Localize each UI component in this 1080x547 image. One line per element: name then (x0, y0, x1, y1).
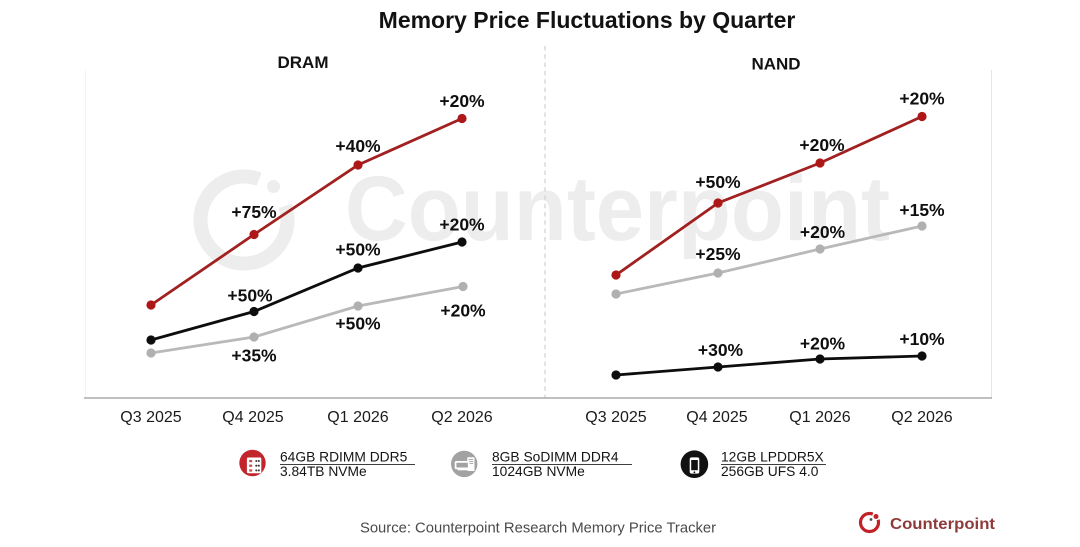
svg-text:+40%: +40% (335, 136, 381, 156)
svg-text:Source: Counterpoint Research: Source: Counterpoint Research Memory Pri… (360, 521, 716, 537)
svg-text:+20%: +20% (439, 91, 485, 111)
svg-text:+15%: +15% (899, 200, 945, 220)
svg-text:+10%: +10% (899, 329, 945, 349)
svg-text:Q3 2025: Q3 2025 (585, 409, 646, 426)
svg-text:1024GB NVMe: 1024GB NVMe (492, 464, 585, 479)
svg-text:Q1 2026: Q1 2026 (327, 409, 388, 426)
svg-text:Q4 2025: Q4 2025 (222, 409, 283, 426)
svg-text:3.84TB NVMe: 3.84TB NVMe (280, 464, 367, 479)
svg-text:+50%: +50% (335, 314, 381, 334)
svg-text:+20%: +20% (440, 301, 486, 321)
svg-text:+25%: +25% (695, 244, 741, 264)
svg-text:Counterpoint: Counterpoint (345, 158, 890, 260)
svg-text:DRAM: DRAM (278, 53, 329, 72)
svg-text:+30%: +30% (698, 340, 744, 360)
svg-text:Memory Price Fluctuations by Q: Memory Price Fluctuations by Quarter (379, 7, 796, 33)
svg-text:256GB UFS 4.0: 256GB UFS 4.0 (721, 464, 819, 479)
svg-text:+20%: +20% (799, 135, 845, 155)
svg-text:+75%: +75% (231, 202, 277, 222)
svg-text:Q2 2026: Q2 2026 (891, 409, 952, 426)
svg-text:+50%: +50% (227, 286, 273, 306)
svg-text:64GB RDIMM DDR5: 64GB RDIMM DDR5 (280, 450, 408, 465)
svg-text:+20%: +20% (800, 334, 846, 354)
svg-text:Counterpoint: Counterpoint (890, 516, 995, 533)
svg-text:+50%: +50% (695, 172, 741, 192)
svg-text:8GB SoDIMM DDR4: 8GB SoDIMM DDR4 (492, 450, 619, 465)
svg-text:+50%: +50% (335, 240, 381, 260)
svg-text:+20%: +20% (439, 215, 485, 235)
svg-text:+35%: +35% (231, 346, 277, 366)
svg-text:NAND: NAND (751, 55, 800, 74)
svg-text:Q4 2025: Q4 2025 (686, 409, 747, 426)
svg-text:Q2 2026: Q2 2026 (431, 409, 492, 426)
svg-text:12GB LPDDR5X: 12GB LPDDR5X (721, 450, 824, 465)
svg-text:Q3 2025: Q3 2025 (120, 409, 181, 426)
svg-text:+20%: +20% (899, 89, 945, 109)
svg-text:+20%: +20% (800, 222, 846, 242)
svg-text:Q1 2026: Q1 2026 (789, 409, 850, 426)
